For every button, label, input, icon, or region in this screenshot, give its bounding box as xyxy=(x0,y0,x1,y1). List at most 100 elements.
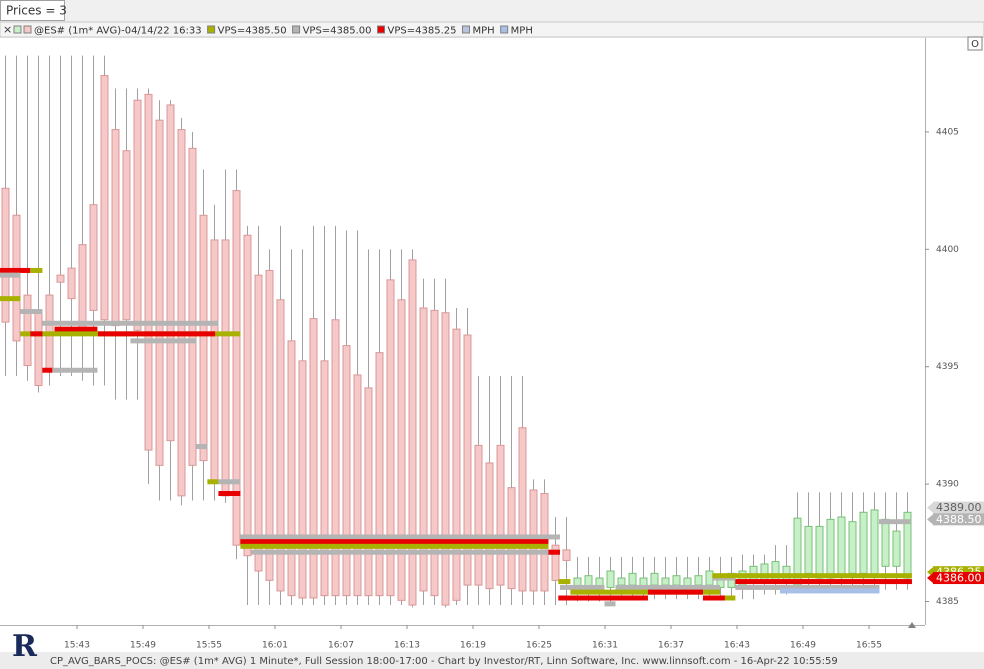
candle-body xyxy=(562,549,571,561)
legend-label: MPH xyxy=(511,26,533,37)
candle-body xyxy=(672,575,681,586)
candle-body xyxy=(650,572,659,586)
candle-body xyxy=(606,570,615,588)
legend-swatch xyxy=(377,25,386,34)
price-marker-arrow xyxy=(927,514,933,525)
legend-label: MPH xyxy=(472,26,494,37)
candle-body xyxy=(430,309,439,597)
volume-poc-level xyxy=(735,579,912,585)
candle-body xyxy=(287,340,296,597)
x-tick-label: 16:07 xyxy=(328,641,354,651)
legend-label: VPS=4385.25 xyxy=(388,26,457,37)
volume-poc-level xyxy=(240,539,549,545)
volume-poc-level xyxy=(779,588,880,594)
close-icon[interactable]: × xyxy=(3,23,12,36)
x-tick-label: 15:55 xyxy=(196,641,222,651)
candle-body xyxy=(617,577,626,586)
prices-label: Prices = 3 xyxy=(6,4,67,18)
candle-body xyxy=(320,360,329,597)
corner-button[interactable] xyxy=(967,36,983,51)
volume-poc-level xyxy=(97,331,216,337)
candle-body xyxy=(551,544,560,581)
candle-body xyxy=(826,518,835,579)
legend-label: VPS=4385.50 xyxy=(218,26,287,37)
legend-swatch xyxy=(207,25,216,34)
candle-body xyxy=(265,269,274,581)
candle-body xyxy=(386,279,395,597)
candle-body xyxy=(419,307,428,592)
legend-swatch xyxy=(500,25,509,34)
price-marker-label: 4386.00 xyxy=(936,572,982,585)
volume-poc-level xyxy=(240,543,549,549)
logo: R xyxy=(12,629,38,664)
x-tick-label: 16:37 xyxy=(658,641,684,651)
volume-poc-level xyxy=(570,589,720,595)
candle-body xyxy=(177,129,186,497)
candle-body xyxy=(221,239,230,497)
y-tick-label: 4385 xyxy=(936,597,959,607)
candle-body xyxy=(408,259,417,606)
volume-poc-level xyxy=(0,267,31,273)
volume-poc-level xyxy=(702,595,725,601)
volume-poc-level xyxy=(615,584,720,590)
scroll-arrow[interactable] xyxy=(908,622,916,628)
candle-body xyxy=(276,299,285,592)
candle-body xyxy=(859,511,868,574)
prices-box[interactable] xyxy=(0,0,65,21)
volume-poc-level xyxy=(240,534,560,540)
volume-poc-level xyxy=(251,549,560,555)
candle-body xyxy=(309,318,318,599)
candle-body xyxy=(837,516,846,577)
volume-poc-level xyxy=(878,519,911,525)
candle-body xyxy=(67,267,76,300)
x-tick-label: 16:01 xyxy=(262,641,288,651)
candle-body xyxy=(155,119,164,466)
footer-bar xyxy=(0,652,984,669)
candle-body xyxy=(23,294,32,367)
x-tick-label: 16:19 xyxy=(460,641,486,651)
corner-button-label: O xyxy=(971,39,979,50)
price-marker-label: 4388.50 xyxy=(936,513,982,526)
legend-label: VPS=4385.00 xyxy=(303,26,372,37)
candle-body xyxy=(804,525,813,574)
volume-poc-level xyxy=(559,584,605,590)
volume-poc-level xyxy=(647,589,703,595)
candle-body xyxy=(463,334,472,586)
candle-body xyxy=(210,239,219,482)
candle-body xyxy=(254,274,263,572)
candle-body xyxy=(661,577,670,586)
candle-body xyxy=(56,274,65,283)
candle-body xyxy=(144,93,153,451)
candle-body xyxy=(89,204,98,311)
volume-poc-level xyxy=(604,601,616,607)
y-axis-area xyxy=(925,38,984,625)
volume-poc-level xyxy=(42,367,53,373)
volume-poc-level xyxy=(548,549,560,555)
candle-body xyxy=(353,374,362,597)
candle-body xyxy=(694,575,703,586)
candle-body xyxy=(870,509,879,577)
candle-body xyxy=(705,570,714,586)
volume-poc-level xyxy=(0,296,21,302)
volume-poc-level xyxy=(712,573,912,579)
legend-swatch xyxy=(13,25,22,34)
x-axis-area xyxy=(0,625,984,652)
candle-body xyxy=(1,187,10,323)
x-tick-label: 16:55 xyxy=(856,641,882,651)
volume-poc-level xyxy=(42,320,219,326)
price-marker-arrow xyxy=(927,573,933,584)
legend-bar xyxy=(0,21,984,38)
volume-poc-level xyxy=(558,579,571,585)
candle-body xyxy=(496,444,505,586)
candle-body xyxy=(848,521,857,574)
candle-body xyxy=(397,299,406,601)
candle-body xyxy=(342,345,351,597)
candle-body xyxy=(474,444,483,586)
candle-body xyxy=(199,214,208,462)
candle-body xyxy=(122,150,131,321)
candle-body xyxy=(881,518,890,567)
candle-body xyxy=(133,99,142,331)
price-marker xyxy=(933,501,984,514)
